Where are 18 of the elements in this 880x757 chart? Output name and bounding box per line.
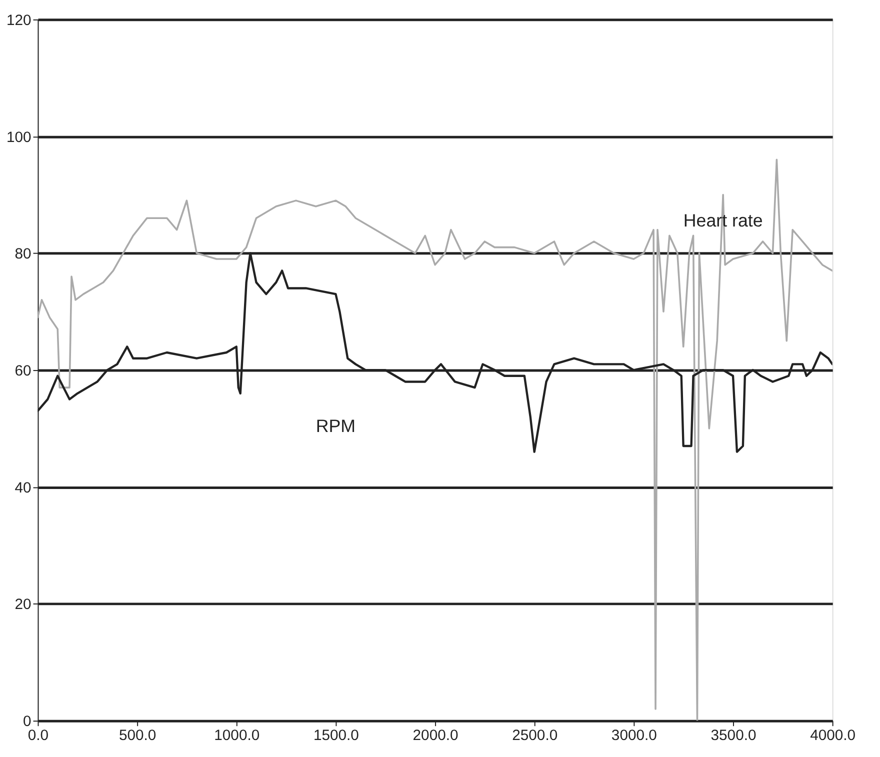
x-tick-label: 1500.0	[313, 728, 359, 744]
x-tick-label: 500.0	[118, 728, 156, 744]
x-tick-label: 2000.0	[412, 728, 458, 744]
x-tick-label: 0.0	[28, 728, 49, 744]
y-tick-label: 100	[6, 130, 32, 146]
y-tick-label: 0	[23, 714, 32, 730]
y-tick-label: 60	[14, 363, 32, 380]
x-tick-label: 2500.0	[512, 728, 558, 744]
y-tick-label: 40	[14, 480, 32, 496]
y-tick-label: 120	[6, 12, 32, 29]
y-tick-label: 20	[14, 597, 32, 614]
x-tick-label: 3500.0	[710, 728, 756, 744]
series-label: Heart rate	[683, 210, 763, 231]
x-tick-label: 3000.0	[611, 728, 657, 744]
y-tick-label: 80	[14, 246, 32, 263]
x-tick-label: 4000.0	[810, 728, 856, 744]
text: RPM	[316, 416, 356, 436]
x-tick-label: 1000.0	[214, 728, 260, 744]
